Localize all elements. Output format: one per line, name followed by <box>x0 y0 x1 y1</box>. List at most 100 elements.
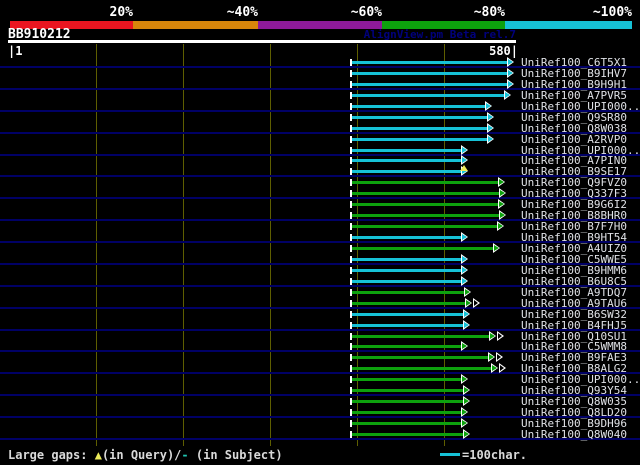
alignment-start-tick <box>350 256 352 263</box>
subject-end-arrow-fill <box>474 300 478 306</box>
alignment-bar <box>352 313 464 316</box>
grid-line <box>96 44 97 446</box>
arrow-right-fill <box>464 431 469 437</box>
arrow-right-fill <box>462 267 467 273</box>
gaps-legend: Large gaps: ▲(in Query)/- (in Subject) <box>8 448 283 462</box>
alignment-bar <box>352 258 462 261</box>
alignment-label: UniRef100_UPI000.. <box>521 100 640 113</box>
alignment-label: UniRef100_A9TDQ7 <box>521 286 627 299</box>
alignment-start-tick <box>350 420 352 427</box>
arrow-right-fill <box>466 300 471 306</box>
alignment-label: UniRef100_Q8W038 <box>521 122 627 135</box>
alignment-start-tick <box>350 179 352 186</box>
alignment-label: UniRef100_C5WWE5 <box>521 253 627 266</box>
alignment-bar <box>352 127 488 130</box>
alignment-label: UniRef100_B9IHV7 <box>521 67 627 80</box>
ruler-end-label: 580| <box>489 44 518 58</box>
arrow-right-fill <box>488 125 493 131</box>
alignment-start-tick <box>350 201 352 208</box>
row-guide-line <box>0 132 640 134</box>
row-guide-line <box>0 394 640 396</box>
alignment-bar <box>352 192 500 195</box>
row-guide-line <box>0 285 640 287</box>
alignment-start-tick <box>350 245 352 252</box>
alignment-label: UniRef100_B9FAE3 <box>521 351 627 364</box>
alignment-label: UniRef100_Q8W035 <box>521 395 627 408</box>
arrow-right-fill <box>462 376 467 382</box>
alignment-label: UniRef100_UPI000.. <box>521 373 640 386</box>
alignment-label: UniRef100_B4FHJ5 <box>521 319 627 332</box>
row-guide-line <box>0 416 640 418</box>
alignment-label: UniRef100_A4UIZ0 <box>521 242 627 255</box>
row-guide-line <box>0 263 640 265</box>
scale-label: ~100% <box>592 5 632 20</box>
alignment-bar <box>352 116 488 119</box>
row-guide-line <box>0 307 640 309</box>
scale-segment <box>505 21 632 29</box>
arrow-right-fill <box>488 114 493 120</box>
alignment-label: UniRef100_B9SE17 <box>521 165 627 178</box>
query-ruler-bar <box>8 40 516 43</box>
alignment-bar <box>352 236 462 239</box>
alignment-label: UniRef100_B7F7H0 <box>521 220 627 233</box>
scale-segment <box>133 21 258 29</box>
alignment-bar <box>352 83 508 86</box>
query-title: BB910212 <box>8 27 71 42</box>
grid-line <box>183 44 184 446</box>
alignment-bar <box>352 400 464 403</box>
alignment-bar <box>352 94 505 97</box>
alignment-start-tick <box>350 431 352 438</box>
alignment-bar <box>352 433 464 436</box>
arrow-right-fill <box>462 256 467 262</box>
alignment-bar <box>352 280 462 283</box>
arrow-right-fill <box>462 234 467 240</box>
alignment-start-tick <box>350 311 352 318</box>
alignment-label: UniRef100_A2RVP0 <box>521 133 627 146</box>
grid-line <box>357 44 358 446</box>
row-guide-line <box>0 88 640 90</box>
alignment-start-tick <box>350 114 352 121</box>
alignment-label: UniRef100_B9G6I2 <box>521 198 627 211</box>
alignment-label: UniRef100_Q8W040 <box>521 428 627 441</box>
arrow-right-fill <box>500 212 505 218</box>
arrow-right-fill <box>489 354 494 360</box>
alignment-label: UniRef100_B8BHR0 <box>521 209 627 222</box>
alignment-start-tick <box>350 278 352 285</box>
arrow-right-fill <box>464 387 469 393</box>
scale-label: ~60% <box>350 5 382 20</box>
row-guide-line <box>0 175 640 177</box>
alignment-start-tick <box>350 103 352 110</box>
arrow-right-fill <box>494 245 499 251</box>
gap-triangle-icon <box>460 165 468 171</box>
gaps-legend-mid: (in Query)/ <box>101 448 182 462</box>
gap-query-triangle-icon: ▲ <box>94 448 102 462</box>
alignment-start-tick <box>350 223 352 230</box>
alignment-start-tick <box>350 365 352 372</box>
alignment-label: UniRef100_B9DH96 <box>521 417 627 430</box>
gaps-legend-suffix: (in Subject) <box>188 448 283 462</box>
alignment-bar <box>352 170 462 173</box>
alignment-start-tick <box>350 125 352 132</box>
row-guide-line <box>0 197 640 199</box>
scale-label: ~80% <box>473 5 505 20</box>
alignment-label: UniRef100_A7PIN0 <box>521 154 627 167</box>
alignment-bar <box>352 214 500 217</box>
row-guide-line <box>0 350 640 352</box>
grid-line <box>270 44 271 446</box>
alignment-start-tick <box>350 157 352 164</box>
scale-segment <box>10 21 133 29</box>
alignment-label: UniRef100_B6U8C5 <box>521 275 627 288</box>
scale-label: ~40% <box>226 5 258 20</box>
scale-length-dash-icon <box>440 453 460 456</box>
alignment-start-tick <box>350 168 352 175</box>
alignment-start-tick <box>350 354 352 361</box>
arrow-right-fill <box>462 278 467 284</box>
ruler-start-label: |1 <box>8 44 23 58</box>
alignment-label: UniRef100_A7PVR5 <box>521 89 627 102</box>
arrow-right-fill <box>464 322 469 328</box>
alignment-start-tick <box>350 300 352 307</box>
alignment-label: UniRef100_Q337F3 <box>521 187 627 200</box>
alignment-bar <box>352 61 508 64</box>
arrow-right-fill <box>508 81 513 87</box>
